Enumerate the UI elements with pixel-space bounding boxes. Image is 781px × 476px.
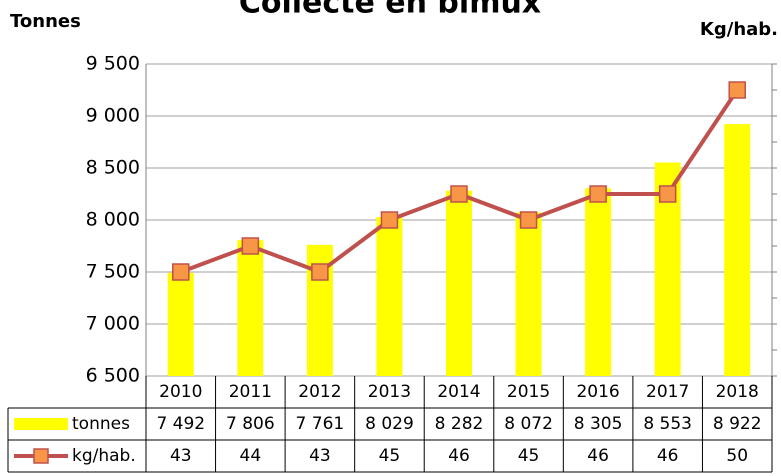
table-value: 46 [587,446,609,466]
table-value: 46 [657,446,679,466]
x-tick-label: 2010 [159,382,202,402]
marker [450,185,468,203]
table-value: 8 305 [574,414,623,434]
table-value: 7 761 [296,414,345,434]
marker [380,211,399,229]
y-tick-label: 6 500 [86,365,140,387]
y-tick-label: 8 500 [86,157,140,179]
chart-title: Collecte en bimux [239,0,541,21]
y-tick-label: 9 500 [86,53,140,75]
table-value: 8 553 [643,414,692,434]
y2-axis-label: Kg/hab. [700,19,778,40]
bar [167,272,194,376]
marker [519,211,538,229]
x-tick-label: 2013 [368,382,411,402]
x-tick-label: 2016 [576,382,619,402]
x-tick-label: 2017 [646,382,689,402]
table-value: 8 029 [365,414,414,434]
table-value: 45 [518,446,540,466]
legend-swatch [14,418,68,430]
table-value: 46 [448,446,470,466]
bar [237,240,264,376]
legend-label: tonnes [72,414,130,434]
y-tick-label: 7 000 [86,313,140,335]
marker [658,185,677,203]
y-tick-label: 9 000 [86,105,140,127]
legend-label: kg/hab. [72,446,136,466]
bar [515,212,542,376]
table-value: 8 922 [713,414,762,434]
table-value: 45 [379,446,401,466]
bar [376,216,403,376]
y-tick-label: 7 500 [86,261,140,283]
y-axis-label: Tonnes [10,11,81,32]
marker [241,237,260,255]
legend-marker [33,448,49,464]
bar [724,124,751,376]
table-value: 50 [726,446,748,466]
x-tick-label: 2018 [716,382,759,402]
y-tick-label: 8 000 [86,209,140,231]
marker [728,81,746,99]
x-tick-label: 2011 [229,382,272,402]
marker [172,263,190,281]
table-value: 7 806 [226,414,275,434]
table-value: 43 [170,446,192,466]
marker [589,185,607,203]
bar [446,190,472,376]
x-tick-label: 2014 [437,382,480,402]
table-value: 8 072 [504,414,553,434]
table-value: 7 492 [156,414,205,434]
x-tick-label: 2012 [298,382,341,402]
bar [585,188,612,376]
marker [311,263,329,281]
table-value: 43 [309,446,331,466]
table-value: 44 [240,446,262,466]
table-value: 8 282 [435,414,484,434]
x-tick-label: 2015 [507,382,550,402]
